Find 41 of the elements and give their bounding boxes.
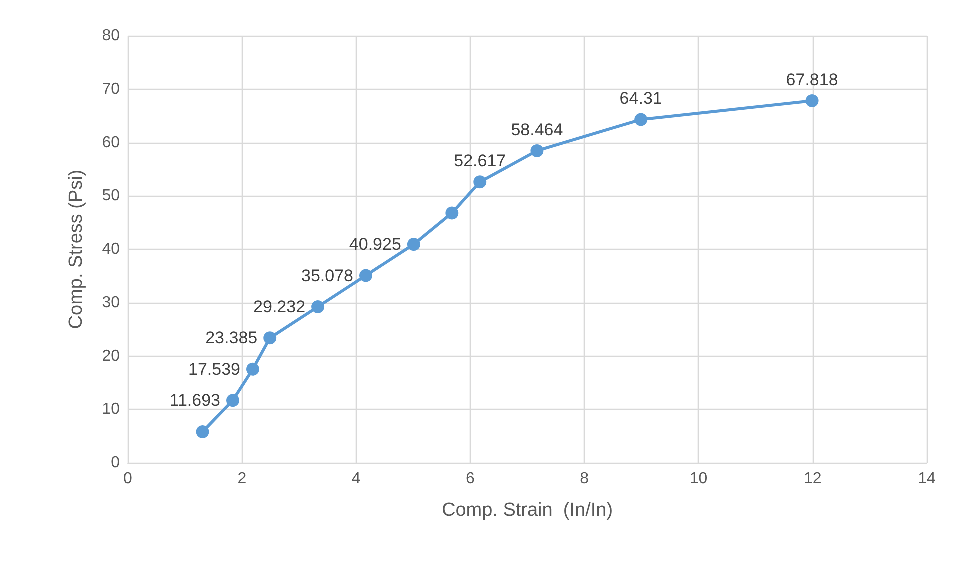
y-tick-label: 10 [102,401,120,418]
x-tick-label: 12 [804,470,822,488]
data-label: 11.693 [170,391,221,410]
point [196,426,210,439]
y-tick-label: 50 [102,188,120,205]
x-tick-label: 0 [124,470,133,488]
y-tick-label: 20 [102,348,120,365]
point [264,332,277,345]
data-label: 29.232 [254,297,306,316]
point [246,362,260,376]
point [407,238,420,252]
data-label: 52.617 [454,152,506,171]
data-label: 64.31 [620,89,662,108]
x-tick-label: 10 [690,470,708,488]
data-label: 58.464 [511,120,564,140]
point [226,394,240,408]
data-label: 17.539 [188,360,240,379]
x-axis-title: Comp. Strain (In/In) [442,500,614,521]
y-axis-title: Comp. Stress (Psi) [66,170,87,330]
point [360,269,372,282]
data-label: 67.818 [786,70,838,90]
x-tick-label: 6 [466,470,475,488]
point [474,176,487,189]
point [530,144,544,158]
y-tick-label: 30 [102,294,120,312]
x-tick-label: 8 [580,470,590,488]
data-label: 40.925 [349,235,402,254]
point [634,113,648,126]
point [446,206,459,220]
x-tick-label: 2 [238,470,247,488]
point [806,94,819,108]
y-tick-label: 40 [102,241,120,258]
point [312,300,325,314]
y-tick-label: 60 [102,134,120,152]
y-tick-label: 0 [111,454,120,472]
y-tick-label: 70 [102,80,120,98]
x-tick-label: 14 [918,470,936,488]
data-label: 35.078 [301,266,354,286]
x-tick-label: 4 [352,470,361,488]
y-tick-label: 80 [102,28,120,44]
data-label: 23.385 [206,328,258,348]
